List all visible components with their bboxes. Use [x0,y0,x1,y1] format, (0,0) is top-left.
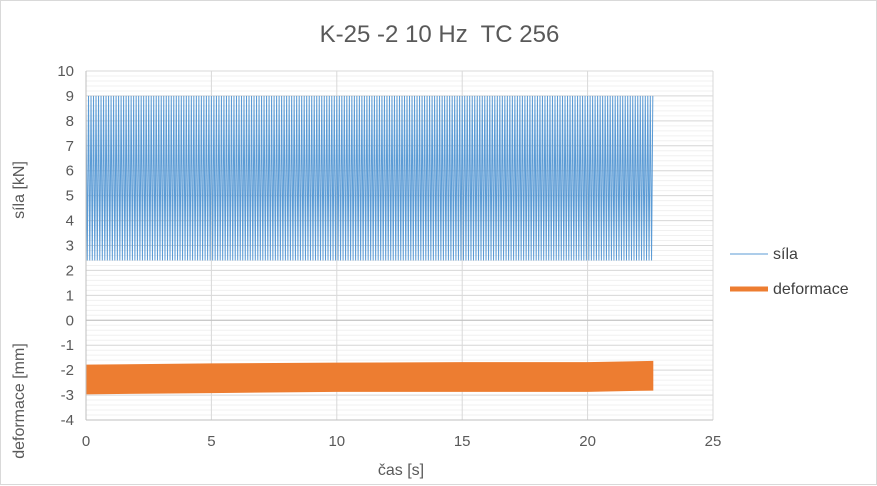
x-axis-title: čas [s] [378,462,424,479]
y-tick-label: 8 [66,113,74,130]
legend-label-deformace: deformace [773,281,849,298]
y-tick-label: -1 [61,337,74,354]
x-tick-label: 0 [82,433,90,450]
y-tick-label: 6 [66,163,74,180]
chart-title: K-25 -2 10 Hz TC 256 [319,21,560,48]
y-axis-title-top: síla [kN] [11,161,28,219]
series-deformace [85,360,654,395]
y-tick-label: 2 [66,262,74,279]
legend-label-síla: síla [773,246,798,263]
y-tick-label: 1 [66,287,74,304]
y-tick-label: -3 [61,387,74,404]
x-tick-label: 20 [579,433,596,450]
x-tick-label: 15 [454,433,471,450]
y-tick-label: 5 [66,188,74,205]
y-tick-label: 3 [66,238,74,255]
x-tick-label: 5 [207,433,215,450]
x-tick-label: 10 [328,433,345,450]
y-tick-label: 0 [66,312,74,329]
series-síla [85,95,654,261]
y-tick-label: 10 [57,63,74,80]
y-tick-label: -2 [61,362,74,379]
y-tick-label: 9 [66,88,74,105]
y-tick-label: 4 [66,213,74,230]
x-tick-label: 25 [705,433,722,450]
y-tick-label: 7 [66,138,74,155]
y-axis-title-bottom: deformace [mm] [11,343,28,459]
y-tick-label: -4 [61,412,74,429]
